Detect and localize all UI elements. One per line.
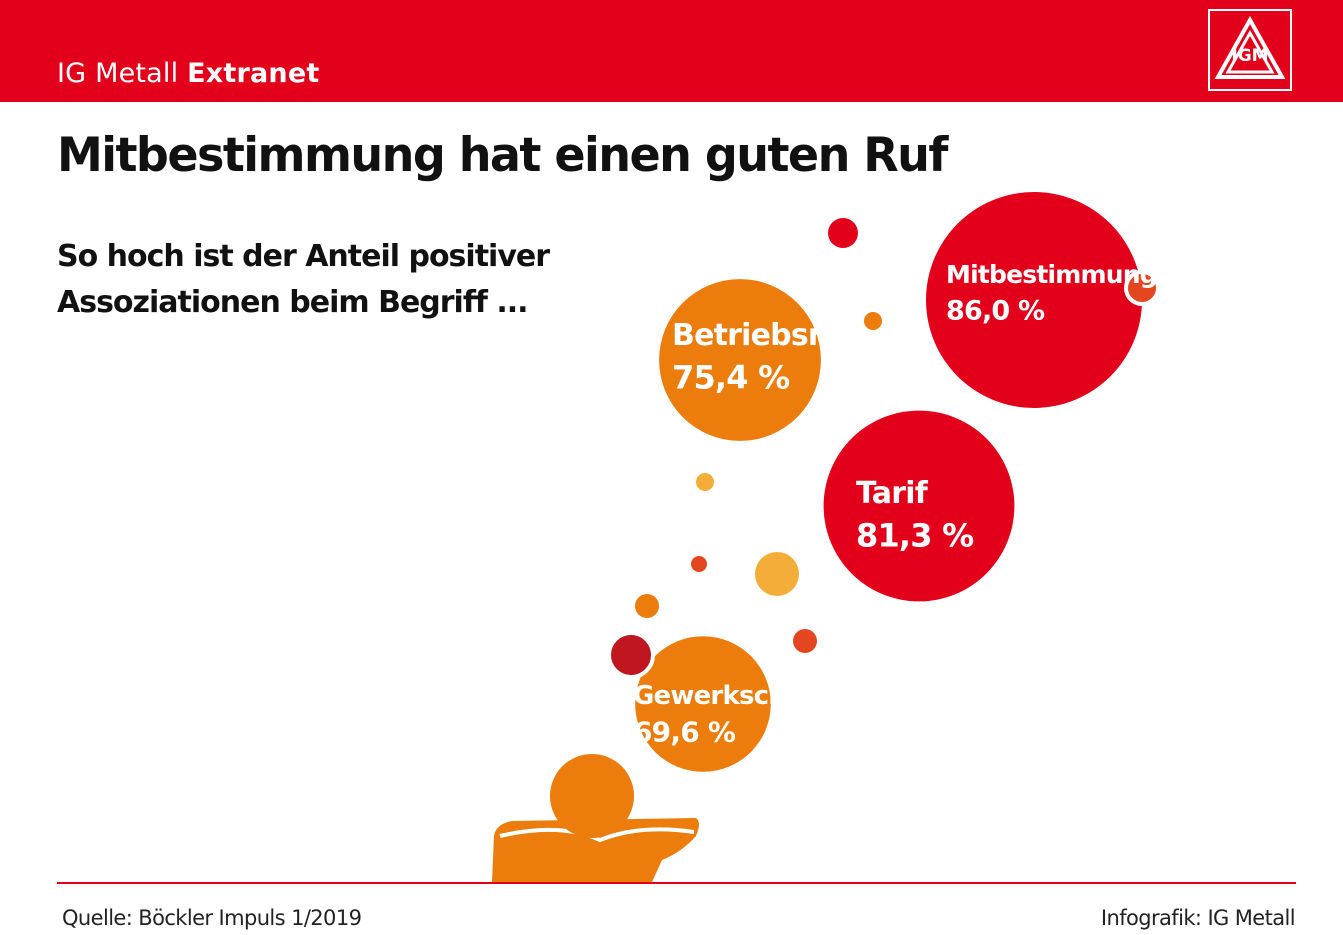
bubble-value: 81,3 % — [856, 517, 974, 555]
person-arms-icon — [492, 818, 699, 882]
brand-wordmark: IG Metall Extranet — [57, 58, 319, 89]
footer-divider — [57, 882, 1296, 884]
bubble-mitbestimmung — [926, 192, 1142, 408]
person-arm-outline — [499, 827, 695, 843]
thought-dot — [696, 473, 714, 491]
subtitle-line-2: Assoziationen beim Begriff ... — [57, 285, 529, 320]
thought-dot — [691, 556, 707, 572]
brand-suffix: Extranet — [187, 58, 320, 89]
svg-text:IGM: IGM — [1231, 46, 1268, 66]
bubble-gewerkschaft — [635, 636, 771, 772]
bubble-label: Gewerkschaft — [633, 681, 825, 711]
bubble-value: 75,4 % — [672, 359, 790, 397]
thought-dot — [1124, 270, 1160, 306]
bubble-label: Mitbestimmung — [946, 260, 1157, 289]
bubble-value: 86,0 % — [946, 295, 1045, 326]
brand-prefix: IG Metall — [57, 58, 179, 89]
subtitle-line-1: So hoch ist der Anteil positiver — [57, 239, 550, 274]
bubble-label: Betriebsrat — [672, 318, 855, 353]
thought-dot — [864, 312, 882, 330]
page-title: Mitbestimmung hat einen guten Ruf — [57, 128, 948, 183]
bubble-tarif — [823, 410, 1015, 602]
thought-dot — [755, 552, 799, 596]
thought-dot — [607, 631, 655, 679]
subtitle: So hoch ist der Anteil positiver Assozia… — [57, 234, 550, 326]
thought-dot — [793, 629, 817, 653]
ig-metall-logo-icon: IGM — [1208, 9, 1292, 91]
header-bar: IG Metall Extranet IGM — [0, 0, 1343, 102]
bubble-value: 69,6 % — [633, 716, 736, 749]
thought-dot — [828, 218, 858, 248]
credit-note: Infografik: IG Metall — [1100, 906, 1296, 930]
bubble-betriebsrat — [659, 279, 821, 441]
person-head-icon — [550, 754, 634, 838]
thought-dot — [635, 594, 659, 618]
source-note: Quelle: Böckler Impuls 1/2019 — [62, 906, 362, 930]
bubble-label: Tarif — [856, 476, 929, 511]
